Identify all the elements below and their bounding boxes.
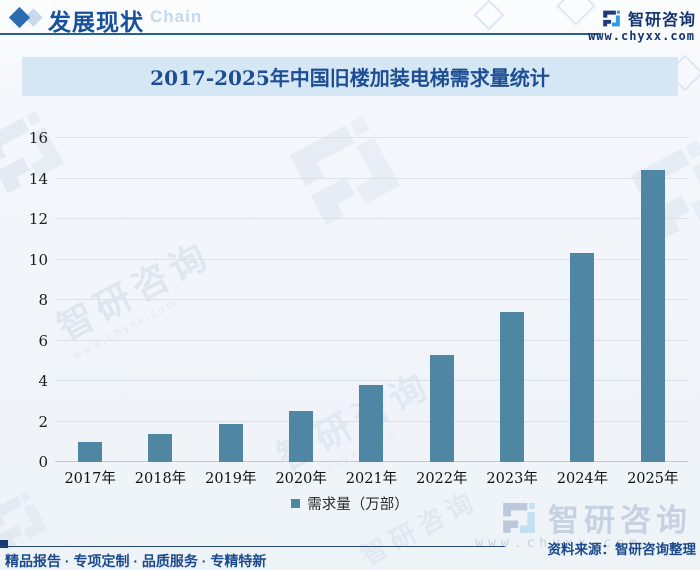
y-tick-label: 8 <box>38 291 48 309</box>
x-tick-label: 2022年 <box>416 471 468 487</box>
x-tick-label: 2021年 <box>345 471 398 487</box>
gridline <box>55 137 688 138</box>
bar-2025年 <box>640 170 665 462</box>
legend-marker <box>291 499 301 508</box>
bar-slot <box>547 138 617 462</box>
bar-slot <box>55 138 125 462</box>
chart-title-bar: 2017-2025年中国旧楼加装电梯需求量统计 <box>22 57 678 96</box>
x-tick-label: 2023年 <box>486 471 538 487</box>
footer-brand-url: www.chyxx.com <box>475 536 642 551</box>
x-tick-label: 2025年 <box>627 471 679 487</box>
bar-slot <box>336 138 406 462</box>
plot-area <box>55 137 688 462</box>
bar-slot <box>477 138 547 462</box>
legend: 需求量（万部） <box>0 493 700 514</box>
bar-2018年 <box>148 433 173 462</box>
bar-2024年 <box>570 253 595 462</box>
y-tick-label: 4 <box>38 372 48 390</box>
bar-2019年 <box>218 423 243 462</box>
y-tick-label: 10 <box>28 250 48 269</box>
chart-title: 2017-2025年中国旧楼加装电梯需求量统计 <box>150 66 550 90</box>
bar-2021年 <box>359 385 384 462</box>
x-tick-label: 2020年 <box>275 471 327 487</box>
bar-slot <box>407 138 477 462</box>
bar-slot <box>266 138 336 462</box>
data-source-note: 资料来源：智研咨询整理 <box>547 542 697 557</box>
diamond-icon <box>8 6 31 29</box>
bar-slot <box>125 138 195 462</box>
brand-block: 智研咨询 <box>601 6 696 30</box>
x-axis: 2017年 2018年 2019年 2020年 2021年 2022年 2023年 2024年… <box>55 467 688 488</box>
x-tick-label: 2017年 <box>64 471 116 487</box>
bar-2022年 <box>429 354 454 462</box>
bar-2017年 <box>78 441 103 462</box>
footer-brand-watermark: 智研咨询 <box>499 495 692 540</box>
footer-divider <box>0 546 505 547</box>
gridline <box>55 380 688 381</box>
y-axis: 0 2 4 6 8 10 12 14 16 <box>0 129 48 471</box>
bar-slot <box>196 138 266 462</box>
page-title: 发展现状 <box>48 9 144 35</box>
section-marker-icon <box>8 6 48 29</box>
bar-2023年 <box>500 312 525 462</box>
bar-2020年 <box>289 411 314 462</box>
y-tick-label: 12 <box>28 210 48 228</box>
footer-accent-square <box>0 540 8 548</box>
x-tick-label: 2024年 <box>556 471 609 487</box>
y-tick-label: 16 <box>28 129 48 147</box>
y-tick-label: 6 <box>38 331 48 350</box>
footer-brand-logo-icon <box>499 498 539 538</box>
brand-url: www.chyxx.com <box>588 29 695 43</box>
gridline <box>55 299 688 300</box>
legend-label: 需求量（万部） <box>307 497 409 513</box>
chain-watermark-text: Chain <box>150 7 203 26</box>
decorative-diamond <box>556 0 596 26</box>
gridline <box>55 177 688 179</box>
y-tick-label: 14 <box>28 169 48 188</box>
gridline <box>55 339 688 341</box>
brand-logo-icon <box>601 8 622 29</box>
bar-slot <box>618 138 688 462</box>
brand-name: 智研咨询 <box>627 12 696 29</box>
x-tick-label: 2019年 <box>205 471 257 487</box>
footer-brand-name: 智研咨询 <box>548 503 692 538</box>
gridline <box>55 258 688 260</box>
decorative-diamond <box>473 0 505 31</box>
header-divider <box>0 33 601 35</box>
y-tick-label: 2 <box>38 412 48 431</box>
x-tick-label: 2018年 <box>134 471 187 487</box>
y-tick-label: 0 <box>38 453 48 471</box>
bar-series <box>55 138 688 462</box>
gridline <box>55 218 688 219</box>
footer-tagline: 精品报告 · 专项定制 · 品质服务 · 专精特新 <box>5 553 267 569</box>
